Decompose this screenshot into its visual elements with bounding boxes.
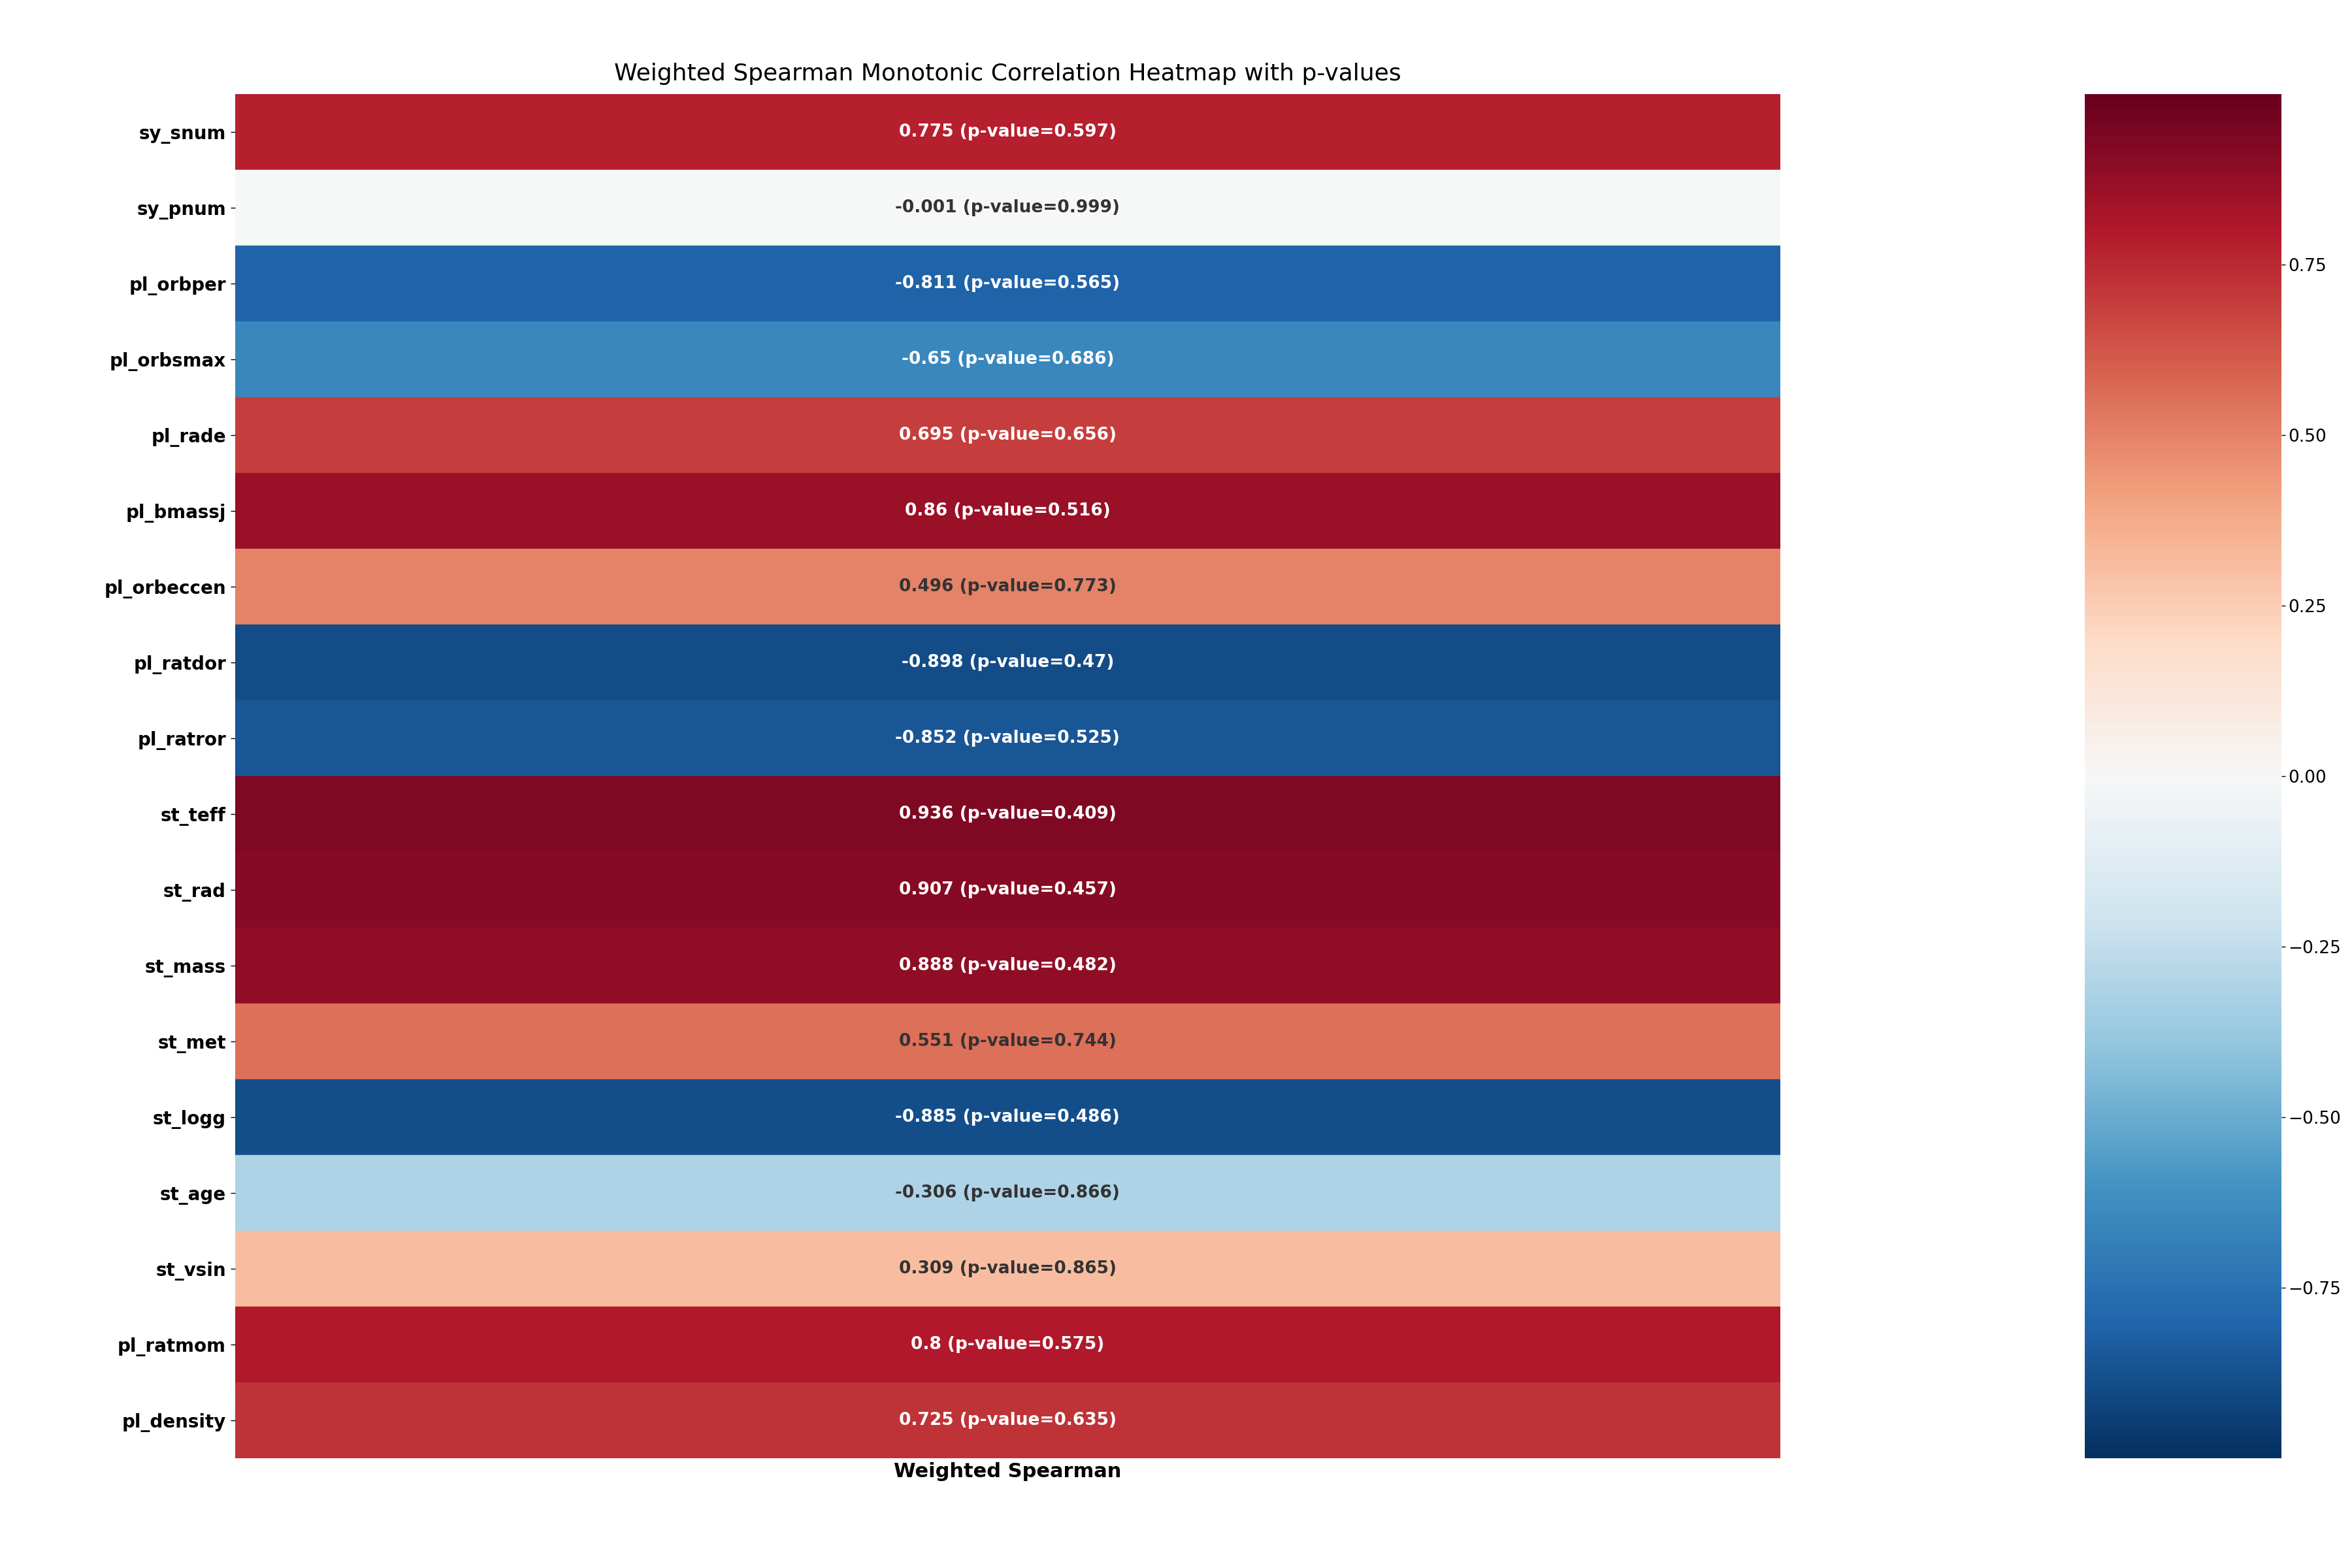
Text: -0.898 (p-value=0.47): -0.898 (p-value=0.47) [901,654,1115,671]
Text: -0.65 (p-value=0.686): -0.65 (p-value=0.686) [901,351,1115,368]
Bar [235,928,1780,1004]
Text: 0.309 (p-value=0.865): 0.309 (p-value=0.865) [898,1261,1117,1278]
Text: 0.8 (p-value=0.575): 0.8 (p-value=0.575) [910,1336,1105,1353]
Bar [235,549,1780,624]
Bar [235,1004,1780,1079]
Text: -0.001 (p-value=0.999): -0.001 (p-value=0.999) [896,199,1120,216]
Bar [235,474,1780,549]
Bar [235,169,1780,246]
Text: 0.775 (p-value=0.597): 0.775 (p-value=0.597) [898,124,1117,141]
Text: 0.936 (p-value=0.409): 0.936 (p-value=0.409) [898,806,1117,823]
Bar [235,1383,1780,1458]
Text: 0.725 (p-value=0.635): 0.725 (p-value=0.635) [898,1411,1117,1428]
Bar [235,94,1780,169]
Bar [235,397,1780,474]
Text: -0.852 (p-value=0.525): -0.852 (p-value=0.525) [896,729,1120,746]
Text: 0.496 (p-value=0.773): 0.496 (p-value=0.773) [898,579,1117,596]
Bar [235,1079,1780,1156]
Text: -0.306 (p-value=0.866): -0.306 (p-value=0.866) [896,1184,1120,1201]
Text: 0.695 (p-value=0.656): 0.695 (p-value=0.656) [898,426,1117,444]
Bar [235,701,1780,776]
Text: -0.885 (p-value=0.486): -0.885 (p-value=0.486) [896,1109,1120,1126]
Bar [235,1156,1780,1231]
Text: 0.86 (p-value=0.516): 0.86 (p-value=0.516) [906,502,1110,519]
Bar [235,1306,1780,1383]
Bar [235,776,1780,851]
Bar [235,321,1780,397]
X-axis label: Weighted Spearman: Weighted Spearman [894,1461,1122,1480]
Text: 0.888 (p-value=0.482): 0.888 (p-value=0.482) [898,956,1117,974]
Text: 0.907 (p-value=0.457): 0.907 (p-value=0.457) [898,881,1117,898]
Title: Weighted Spearman Monotonic Correlation Heatmap with p-values: Weighted Spearman Monotonic Correlation … [614,63,1402,85]
Text: 0.551 (p-value=0.744): 0.551 (p-value=0.744) [898,1033,1117,1051]
Text: -0.811 (p-value=0.565): -0.811 (p-value=0.565) [896,274,1120,292]
Bar [235,624,1780,701]
Bar [235,1231,1780,1306]
Bar [235,851,1780,928]
Bar [235,246,1780,321]
